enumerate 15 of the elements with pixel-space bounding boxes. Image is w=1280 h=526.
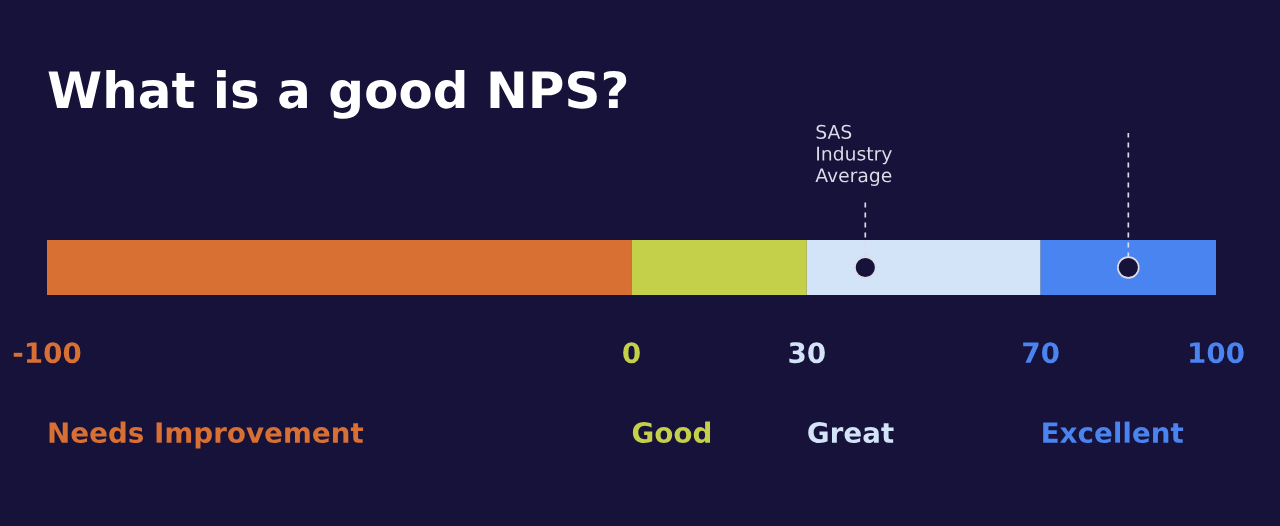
x-tick-label: 30 xyxy=(789,342,825,364)
chart-title: What is a good NPS? xyxy=(48,70,627,119)
bar xyxy=(1040,240,1216,295)
x-tick-label: 70 xyxy=(1023,342,1059,364)
bar xyxy=(47,240,632,295)
ref-line-label: SAS Industry Average xyxy=(815,124,892,186)
bar xyxy=(631,240,807,295)
bar xyxy=(806,240,1041,295)
text: Needs Improvement xyxy=(49,421,364,449)
x-tick-label: -100 xyxy=(13,342,81,364)
text: Great xyxy=(808,422,894,444)
text: Good xyxy=(632,421,711,444)
text: Excellent xyxy=(1043,421,1184,444)
x-tick-label: 0 xyxy=(623,342,640,364)
x-tick-label: 100 xyxy=(1190,342,1244,364)
